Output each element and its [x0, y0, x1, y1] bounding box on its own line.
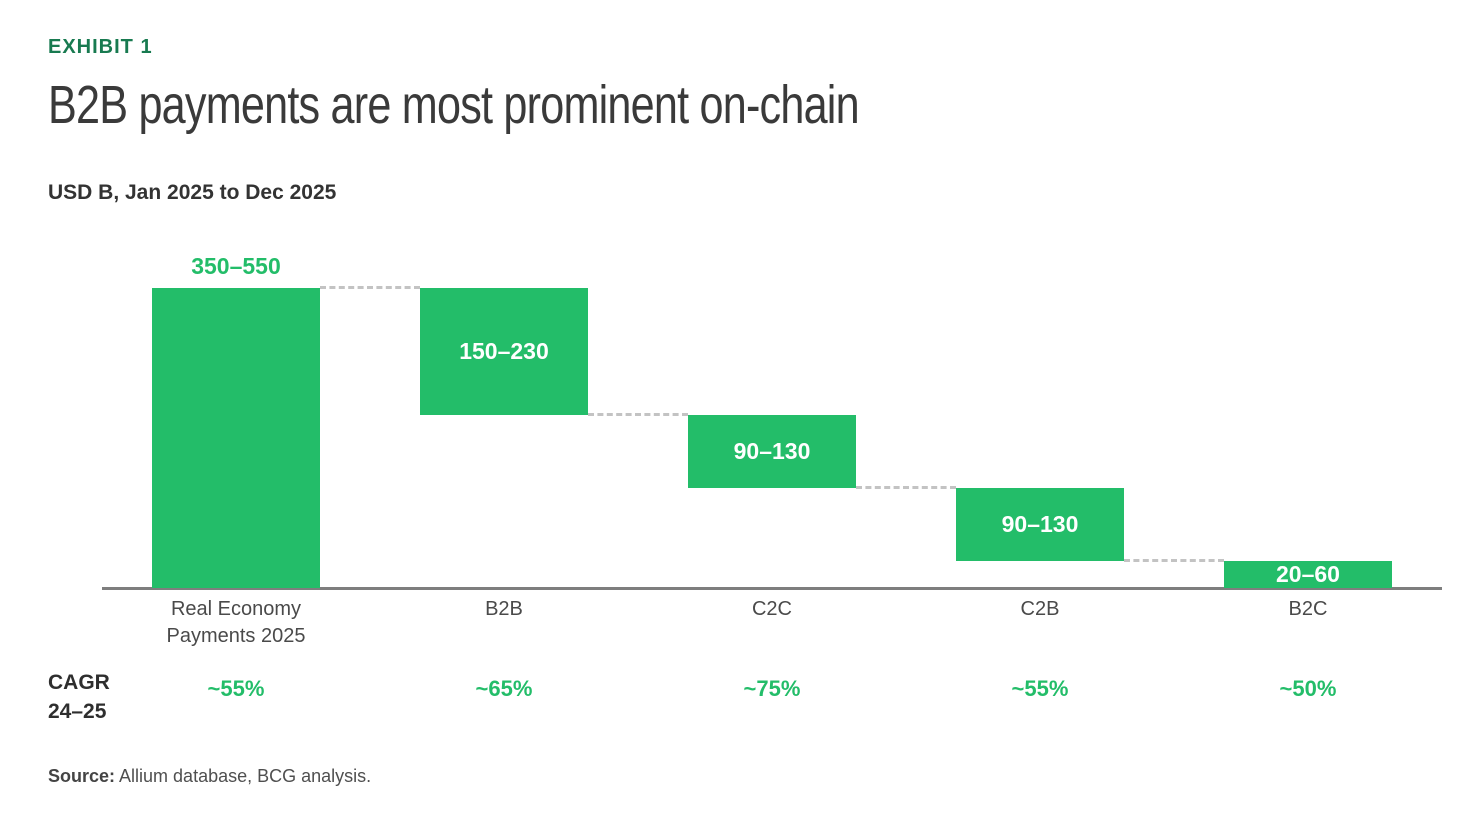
category-label-c2c: C2C	[751, 598, 792, 620]
source-text: Allium database, BCG analysis.	[115, 766, 372, 786]
exhibit-label: EXHIBIT 1	[48, 36, 153, 58]
waterfall-connector-line	[856, 486, 956, 489]
bar-b2b: 150–230	[420, 288, 588, 415]
cagr-row-label-line2: 24–25	[48, 700, 107, 724]
category-label-b2c: B2C	[1288, 598, 1328, 620]
bar-real-economy-payments-2025	[152, 288, 320, 588]
cagr-value-b2c: ~50%	[1279, 676, 1337, 701]
page-title: B2B payments are most prominent on-chain	[48, 75, 860, 135]
waterfall-connector-line	[588, 412, 688, 416]
cagr-value-b2b: ~65%	[475, 676, 533, 701]
bar-value-label: 150–230	[459, 337, 549, 364]
category-label-b2b: B2B	[485, 598, 523, 620]
chart-units-subtitle: USD B, Jan 2025 to Dec 2025	[48, 181, 337, 204]
bar-c2b: 90–130	[956, 488, 1124, 562]
cagr-row-label-line1: CAGR	[48, 671, 110, 694]
cagr-value-real-economy-payments-2025: ~55%	[207, 676, 265, 701]
cagr-value-c2c: ~75%	[743, 676, 801, 701]
source-note: Source: Allium database, BCG analysis.	[48, 766, 371, 787]
source-label: Source:	[48, 766, 116, 786]
bar-value-label: 90–130	[733, 437, 811, 464]
category-label-c2b: C2B	[1020, 598, 1060, 620]
cagr-row-label: CAGR 24–25	[48, 668, 110, 727]
bar-value-label: 90–130	[1001, 511, 1079, 538]
cagr-value-c2b: ~55%	[1011, 676, 1069, 701]
waterfall-connector-line	[1124, 559, 1224, 563]
bar-c2c: 90–130	[688, 414, 856, 488]
bar-b2c: 20–60	[1224, 561, 1392, 588]
axis-line	[102, 587, 1442, 590]
bar-value-label: 350–550	[191, 253, 281, 279]
waterfall-connector-line	[320, 286, 420, 289]
category-label-real-economy-payments-2025: Real Economy Payments 2025	[166, 598, 306, 647]
bar-value-label: 20–60	[1276, 561, 1340, 588]
